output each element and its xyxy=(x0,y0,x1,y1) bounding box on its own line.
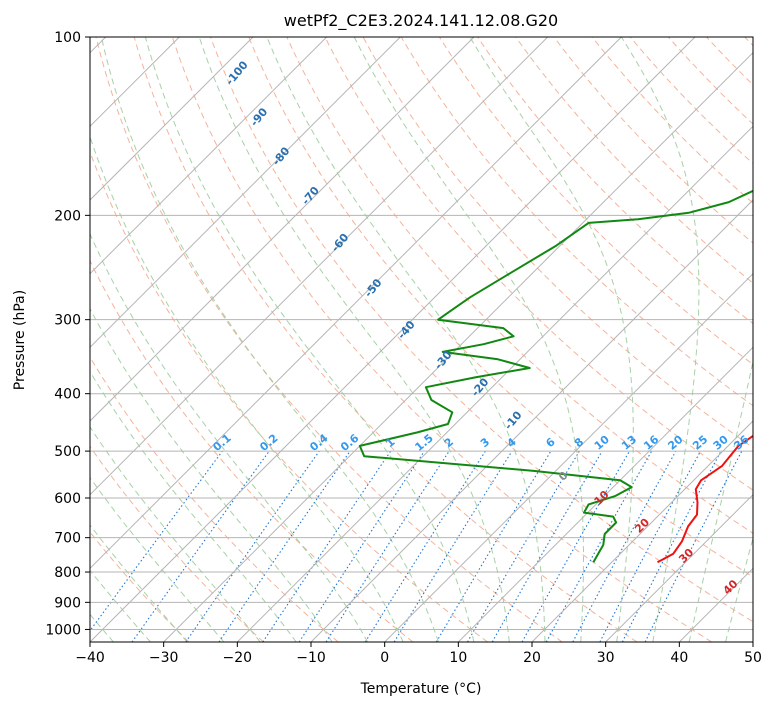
moist-adiabat-line xyxy=(353,37,584,642)
moist-adiabat-line xyxy=(90,232,369,642)
moist-adiabat-line xyxy=(620,37,700,642)
mixing-ratio-line xyxy=(491,450,603,642)
isotherm-line xyxy=(90,37,328,275)
isotherm-line xyxy=(90,37,475,422)
mixing-ratio-line xyxy=(521,450,630,642)
moist-adiabat-line xyxy=(90,524,188,642)
y-tick-label: 800 xyxy=(54,565,81,581)
isotherm-line xyxy=(90,37,254,201)
moist-adiabat-line xyxy=(266,37,546,642)
isotherm-line xyxy=(605,493,753,642)
moist-adiabat-line xyxy=(90,476,225,642)
y-tick-label: 400 xyxy=(54,387,81,403)
isotherm-line xyxy=(90,37,549,496)
x-axis-ticks: −40 −30 −20 −10 0 10 20 30 40 50 xyxy=(75,642,762,666)
x-tick-label: −30 xyxy=(149,650,179,666)
moist-adiabat-line xyxy=(688,359,753,642)
skewed-isotherms xyxy=(90,37,753,642)
moist-adiabats xyxy=(90,37,753,642)
x-tick-label: −10 xyxy=(296,650,326,666)
x-tick-label: −40 xyxy=(75,650,105,666)
plot-area xyxy=(90,37,753,642)
moist-adiabat-line xyxy=(144,37,475,642)
x-tick-label: 10 xyxy=(449,650,467,666)
mixing-ratio-line xyxy=(325,450,450,642)
dry-adiabat-line xyxy=(477,37,753,325)
y-tick-label: 900 xyxy=(54,595,81,611)
moist-adiabat-line xyxy=(90,307,333,642)
isotherm-line xyxy=(236,125,753,642)
x-tick-label: 30 xyxy=(597,650,615,666)
y-axis-label: Pressure (hPa) xyxy=(12,290,28,390)
mixing-ratio-line xyxy=(435,450,552,642)
y-axis-ticks: 100 200 300 400 500 600 700 800 900 1000 xyxy=(45,30,90,638)
dry-adiabat-line xyxy=(629,37,753,165)
isotherm-line xyxy=(457,346,753,642)
dry-adiabat-line xyxy=(248,37,753,578)
isotherm-line xyxy=(310,199,753,642)
dry-adiabat-line xyxy=(95,37,563,642)
mixing-ratio-line xyxy=(90,450,223,632)
dry-adiabat-line xyxy=(90,445,264,642)
isotherm-line xyxy=(384,272,753,642)
moist-adiabat-line xyxy=(725,536,753,642)
isobars xyxy=(90,37,753,630)
dry-adiabat-line xyxy=(591,37,753,204)
dry-adiabat-line xyxy=(210,37,753,623)
mixing-ratio-line xyxy=(131,450,270,642)
moist-adiabat-line xyxy=(198,37,510,642)
dry-adiabat-line xyxy=(400,37,753,407)
isotherm-line xyxy=(531,420,753,642)
mixing-ratio-line xyxy=(393,450,513,642)
profile-series xyxy=(358,189,753,564)
mixing-ratio-line xyxy=(185,450,320,642)
dry-adiabat-line xyxy=(90,259,414,642)
y-tick-label: 200 xyxy=(54,208,81,224)
dry-adiabat-line xyxy=(133,37,638,642)
y-tick-label: 700 xyxy=(54,531,81,547)
dry-adiabats xyxy=(90,37,753,642)
y-tick-label: 100 xyxy=(54,30,81,46)
isotherm-line xyxy=(163,51,753,642)
mixing-ratio-line xyxy=(467,450,580,642)
mixing-ratio-line xyxy=(364,450,486,642)
moist-adiabat-line xyxy=(90,370,297,642)
isotherm-line xyxy=(90,37,622,570)
y-tick-label: 1000 xyxy=(45,622,81,638)
moist-adiabat-line xyxy=(100,37,439,642)
dewpoint-profile-line xyxy=(358,189,753,563)
dry-adiabat-line xyxy=(515,37,753,284)
moist-adiabat-line xyxy=(90,135,404,642)
moist-adiabat-line xyxy=(90,426,261,642)
y-tick-label: 300 xyxy=(54,313,81,329)
mixing-ratio-line xyxy=(218,450,351,642)
y-tick-label: 500 xyxy=(54,444,81,460)
dry-adiabat-line xyxy=(171,37,712,642)
x-tick-label: 40 xyxy=(670,650,688,666)
temperature-profile-line xyxy=(657,434,753,564)
x-tick-label: 50 xyxy=(744,650,762,666)
mixing-ratio-lines xyxy=(90,450,743,642)
moist-adiabat-line xyxy=(90,569,151,642)
dry-adiabat-line xyxy=(324,37,753,491)
x-tick-label: 0 xyxy=(380,650,389,666)
plot-frame xyxy=(89,36,754,643)
x-tick-label: −20 xyxy=(223,650,253,666)
isotherm-line xyxy=(90,37,696,642)
x-tick-label: 20 xyxy=(523,650,541,666)
mixing-ratio-line xyxy=(572,450,677,642)
isotherm-line xyxy=(90,37,401,349)
x-axis-label: Temperature (°C) xyxy=(360,681,482,697)
chart-title: wetPf2_C2E3.2024.141.12.08.G20 xyxy=(284,11,558,31)
y-tick-label: 600 xyxy=(54,491,81,507)
